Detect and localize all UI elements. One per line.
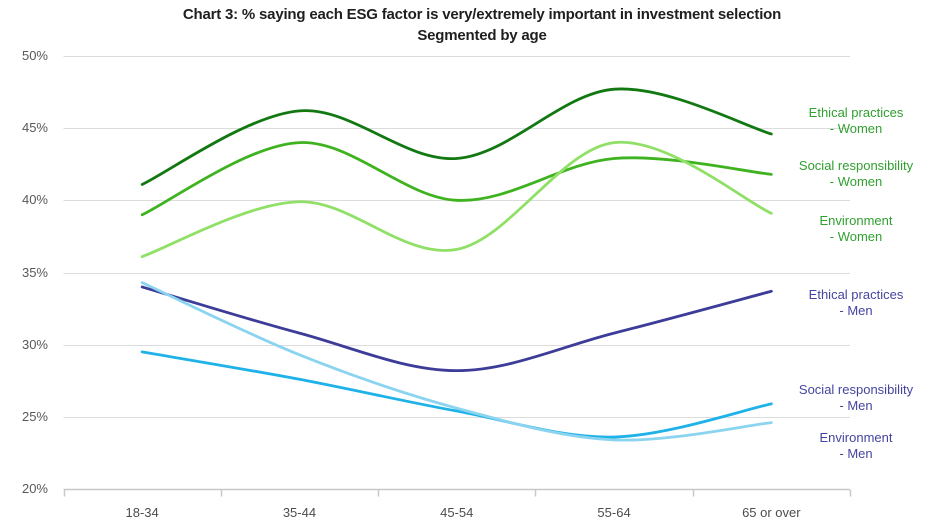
series-label-line: - Men: [839, 303, 873, 318]
series-label-environment-men: Environment - Men: [778, 430, 934, 462]
series-label-line: Ethical practices: [808, 105, 904, 120]
series-label-social-responsibility-women: Social responsibility - Women: [778, 158, 934, 190]
x-axis-line: [63, 488, 852, 497]
series-label-line: - Women: [829, 121, 883, 136]
x-axis-tick-label-55-64: 55-64: [597, 505, 631, 520]
series-line-environment-men: [140, 281, 773, 442]
series-label-environment-women: Environment - Women: [778, 213, 934, 245]
y-axis-tick-label-45: 45%: [21, 120, 48, 136]
series-label-line: - Women: [829, 229, 883, 244]
series-line-social-responsibility-women: [140, 141, 773, 217]
series-label-line: Environment: [819, 213, 893, 228]
y-axis-tick-label-20: 20%: [21, 481, 48, 496]
chart-title-block: Chart 3: % saying each ESG factor is ver…: [30, 4, 934, 46]
y-axis-tick-label-30: 30%: [21, 336, 48, 352]
series-label-line: Social responsibility: [798, 382, 914, 397]
series-label-ethical-practices-men: Ethical practices - Men: [778, 287, 934, 319]
series-line-ethical-practices-women: [140, 87, 773, 186]
series-label-line: Environment: [819, 430, 893, 445]
y-axis-tick-label-40: 40%: [21, 192, 48, 208]
series-label-line: - Women: [829, 174, 883, 189]
series-line-environment-women: [140, 140, 773, 259]
y-axis-tick-label-35: 35%: [21, 264, 48, 280]
series-lines: [140, 87, 773, 442]
x-axis-tick-label-18-34: 18-34: [125, 505, 159, 520]
gridlines: [63, 56, 850, 490]
series-line-ethical-practices-men: [140, 285, 773, 373]
series-label-line: Social responsibility: [798, 158, 914, 173]
x-axis-tick-label-65-or-over: 65 or over: [742, 505, 801, 520]
series-line-social-responsibility-men: [140, 350, 773, 439]
chart-subtitle: Segmented by age: [417, 27, 547, 44]
x-axis-tick-label-35-44: 35-44: [282, 505, 317, 520]
series-label-line: Ethical practices: [808, 287, 904, 302]
series-label-ethical-practices-women: Ethical practices - Women: [778, 105, 934, 137]
y-axis-tick-label-50: 50%: [21, 48, 48, 63]
x-axis-tick-label-45-54: 45-54: [440, 505, 474, 520]
y-axis-tick-label-25: 25%: [21, 408, 48, 424]
series-label-line: - Men: [839, 446, 873, 461]
series-label-social-responsibility-men: Social responsibility - Men: [778, 382, 934, 414]
chart-title: Chart 3: % saying each ESG factor is ver…: [182, 6, 782, 23]
series-label-line: - Men: [839, 398, 873, 413]
